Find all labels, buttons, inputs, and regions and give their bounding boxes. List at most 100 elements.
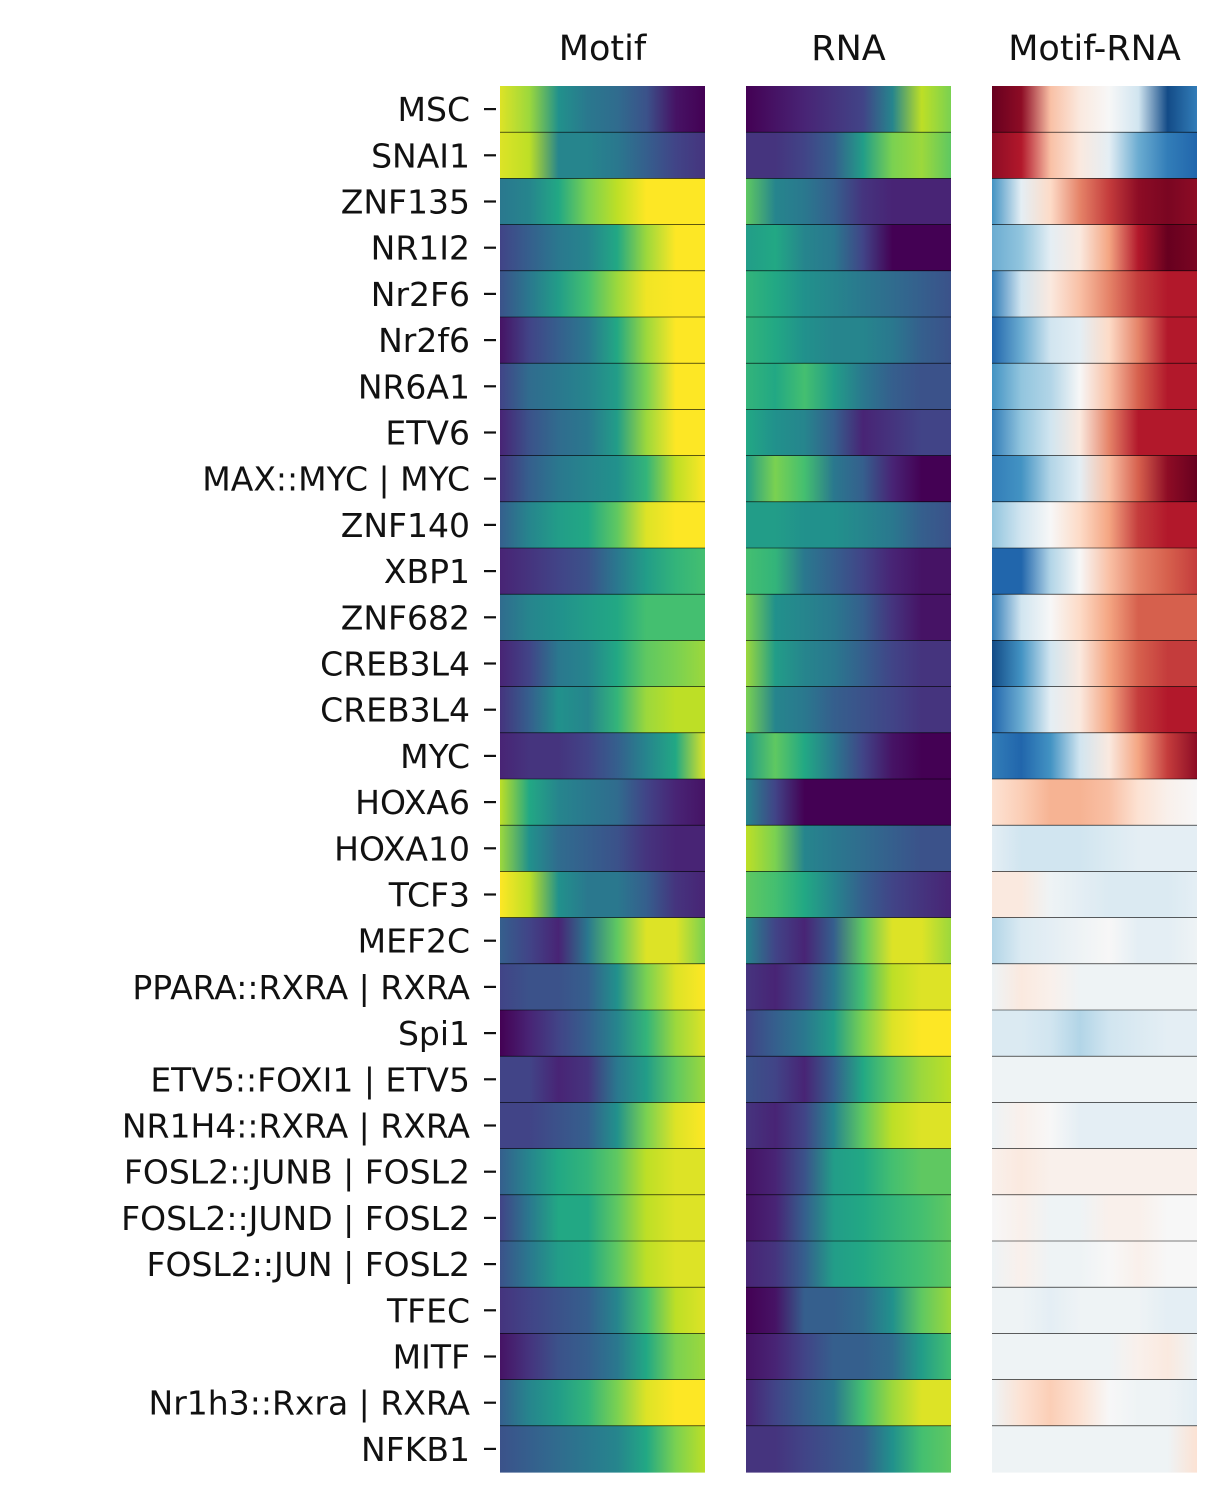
heatmap-row-motif-rna <box>992 86 1197 133</box>
heatmap-row-motif <box>500 1194 705 1242</box>
row-label: TFEC <box>386 1291 470 1330</box>
heatmap-row-motif <box>500 963 705 1011</box>
heatmap-row-rna <box>746 594 951 641</box>
heatmap-row-motif-rna <box>992 1102 1197 1150</box>
heatmap-row-motif <box>500 825 705 872</box>
heatmap-row-motif <box>500 86 705 133</box>
heatmap-row-motif <box>500 1010 705 1057</box>
heatmap-row-rna <box>746 1148 951 1196</box>
heatmap-row-rna <box>746 363 951 410</box>
row-label: HOXA10 <box>334 829 470 868</box>
heatmap-row-rna <box>746 548 951 595</box>
heatmap-row-rna <box>746 686 951 734</box>
row-label: Nr1h3::Rxra | RXRA <box>149 1384 471 1423</box>
heatmap-row-motif-rna <box>992 594 1197 641</box>
heatmap-row-motif-rna <box>992 1333 1197 1381</box>
heatmap-row-rna <box>746 1379 951 1427</box>
heatmap-row-motif <box>500 871 705 919</box>
panel-title-motif: Motif <box>559 29 647 69</box>
row-label: Nr2F6 <box>371 275 470 314</box>
heatmap-row-motif <box>500 501 705 549</box>
heatmap-row-motif-rna <box>992 963 1197 1011</box>
panel-motif-rna: Motif-RNA <box>992 29 1197 1473</box>
heatmap-row-motif <box>500 1148 705 1196</box>
heatmap-row-motif <box>500 1425 705 1473</box>
heatmap-row-motif-rna <box>992 178 1197 226</box>
heatmap-row-rna <box>746 317 951 364</box>
heatmap-row-motif-rna <box>992 1425 1197 1473</box>
heatmap-row-motif-rna <box>992 779 1197 826</box>
row-label: CREB3L4 <box>320 691 470 730</box>
heatmap-row-motif-rna <box>992 455 1197 503</box>
heatmap-row-motif <box>500 455 705 503</box>
heatmap-row-motif <box>500 1333 705 1381</box>
row-label: NFKB1 <box>361 1430 470 1469</box>
heatmap-row-motif <box>500 779 705 826</box>
row-label: FOSL2::JUN | FOSL2 <box>147 1245 470 1284</box>
row-label: MAX::MYC | MYC <box>202 460 470 499</box>
heatmap-row-motif-rna <box>992 640 1197 688</box>
heatmap-row-motif-rna <box>992 1287 1197 1334</box>
heatmap-row-motif <box>500 594 705 641</box>
heatmap-row-motif <box>500 1379 705 1427</box>
heatmap-row-motif <box>500 132 705 179</box>
heatmap-row-motif-rna <box>992 1010 1197 1057</box>
heatmap-row-motif <box>500 548 705 595</box>
heatmap-row-rna <box>746 1241 951 1288</box>
heatmap-row-rna <box>746 1287 951 1334</box>
heatmap-row-motif <box>500 732 705 780</box>
heatmap-row-motif-rna <box>992 732 1197 780</box>
heatmap-row-motif <box>500 363 705 410</box>
heatmap-row-motif <box>500 1102 705 1150</box>
heatmap-row-rna <box>746 86 951 133</box>
row-label: MITF <box>393 1338 470 1377</box>
row-label: PPARA::RXRA | RXRA <box>132 968 470 1007</box>
heatmap-row-motif-rna <box>992 501 1197 549</box>
heatmap-row-motif-rna <box>992 1194 1197 1242</box>
heatmap-row-motif-rna <box>992 1379 1197 1427</box>
row-labels: MSC SNAI1 ZNF135 NR1I2 Nr2F6 Nr2f6 NR6A1 ETV6 MA… <box>121 90 496 1469</box>
heatmap-row-motif <box>500 640 705 688</box>
row-label: ZNF682 <box>341 598 470 637</box>
heatmap-row-rna <box>746 1102 951 1150</box>
heatmap-row-rna <box>746 732 951 780</box>
heatmap-row-rna <box>746 178 951 226</box>
heatmap-row-motif-rna <box>992 270 1197 318</box>
heatmap-row-rna <box>746 501 951 549</box>
row-label: FOSL2::JUNB | FOSL2 <box>124 1153 470 1192</box>
heatmap-row-rna <box>746 224 951 272</box>
heatmap-row-rna <box>746 132 951 179</box>
row-label: ZNF135 <box>341 183 470 222</box>
heatmap-row-rna <box>746 963 951 1011</box>
row-label: HOXA6 <box>355 783 470 822</box>
row-label: Spi1 <box>398 1014 470 1053</box>
heatmap-row-rna <box>746 779 951 826</box>
heatmap-row-motif <box>500 1287 705 1334</box>
heatmap-row-motif-rna <box>992 1056 1197 1103</box>
row-label: MSC <box>398 90 470 129</box>
heatmap-row-rna <box>746 640 951 688</box>
heatmap-row-motif <box>500 270 705 318</box>
heatmap-row-motif-rna <box>992 1241 1197 1288</box>
heatmap-row-rna <box>746 825 951 872</box>
row-label: Nr2f6 <box>378 321 470 360</box>
row-label: CREB3L4 <box>320 645 470 684</box>
heatmap-row-motif-rna <box>992 917 1197 965</box>
heatmap-row-rna <box>746 1010 951 1057</box>
row-label: SNAI1 <box>371 136 470 175</box>
row-label: XBP1 <box>384 552 470 591</box>
heatmap-row-rna <box>746 1194 951 1242</box>
panel-rna: RNA <box>746 29 951 1473</box>
heatmap-row-motif <box>500 1241 705 1288</box>
row-label: NR1I2 <box>371 229 470 268</box>
row-label: ZNF140 <box>341 506 470 545</box>
heatmap-row-motif-rna <box>992 363 1197 410</box>
heatmap-row-motif-rna <box>992 224 1197 272</box>
heatmap-row-motif-rna <box>992 317 1197 364</box>
heatmap-row-motif-rna <box>992 132 1197 179</box>
heatmap-row-rna <box>746 917 951 965</box>
heatmap-row-motif <box>500 686 705 734</box>
heatmap-row-motif-rna <box>992 825 1197 872</box>
heatmap-row-rna <box>746 270 951 318</box>
